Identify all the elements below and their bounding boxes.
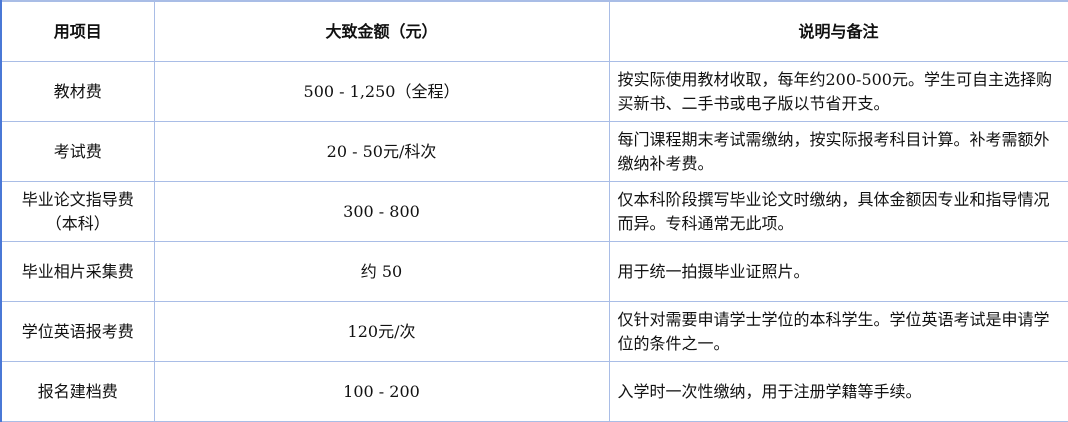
cell-amount: 300 - 800	[153, 181, 610, 242]
cell-note: 入学时一次性缴纳，用于注册学籍等手续。	[608, 361, 1068, 422]
table-row: 毕业论文指导费（本科） 300 - 800 仅本科阶段撰写毕业论文时缴纳，具体金额因…	[0, 181, 1068, 242]
header-amount: 大致金额（元）	[153, 0, 610, 62]
cell-amount: 120元/次	[153, 301, 610, 362]
cell-item: 毕业相片采集费	[0, 241, 155, 302]
cell-note: 仅本科阶段撰写毕业论文时缴纳，具体金额因专业和指导情况而异。专科通常无此项。	[608, 181, 1068, 242]
table-row: 报名建档费 100 - 200 入学时一次性缴纳，用于注册学籍等手续。	[0, 361, 1068, 422]
table-row: 考试费 20 - 50元/科次 每门课程期末考试需缴纳，按实际报考科目计算。补考需额…	[0, 121, 1068, 182]
header-note: 说明与备注	[608, 0, 1068, 62]
cell-note: 用于统一拍摄毕业证照片。	[608, 241, 1068, 302]
cell-note: 每门课程期末考试需缴纳，按实际报考科目计算。补考需额外缴纳补考费。	[608, 121, 1068, 182]
table-row: 教材费 500 - 1,250（全程） 按实际使用教材收取，每年约200-500元。…	[0, 61, 1068, 122]
cell-amount: 100 - 200	[153, 361, 610, 422]
header-item: 用项目	[0, 0, 155, 62]
cell-amount: 20 - 50元/科次	[153, 121, 610, 182]
cell-item: 学位英语报考费	[0, 301, 155, 362]
cell-note: 仅针对需要申请学士学位的本科学生。学位英语考试是申请学位的条件之一。	[608, 301, 1068, 362]
table-row: 学位英语报考费 120元/次 仅针对需要申请学士学位的本科学生。学位英语考试是申请学…	[0, 301, 1068, 362]
table-row: 毕业相片采集费约 50 用于统一拍摄毕业证照片。	[0, 241, 1068, 302]
cell-item: 毕业论文指导费（本科）	[0, 181, 155, 242]
cell-amount: 500 - 1,250（全程）	[153, 61, 610, 122]
cell-amount: 约 50	[153, 241, 610, 302]
cell-item: 考试费	[0, 121, 155, 182]
cell-note: 按实际使用教材收取，每年约200-500元。学生可自主选择购买新书、二手书或电子…	[608, 61, 1068, 122]
cell-item: 教材费	[0, 61, 155, 122]
cell-item: 报名建档费	[0, 361, 155, 422]
header-row: 用项目 大致金额（元） 说明与备注	[0, 0, 1068, 62]
